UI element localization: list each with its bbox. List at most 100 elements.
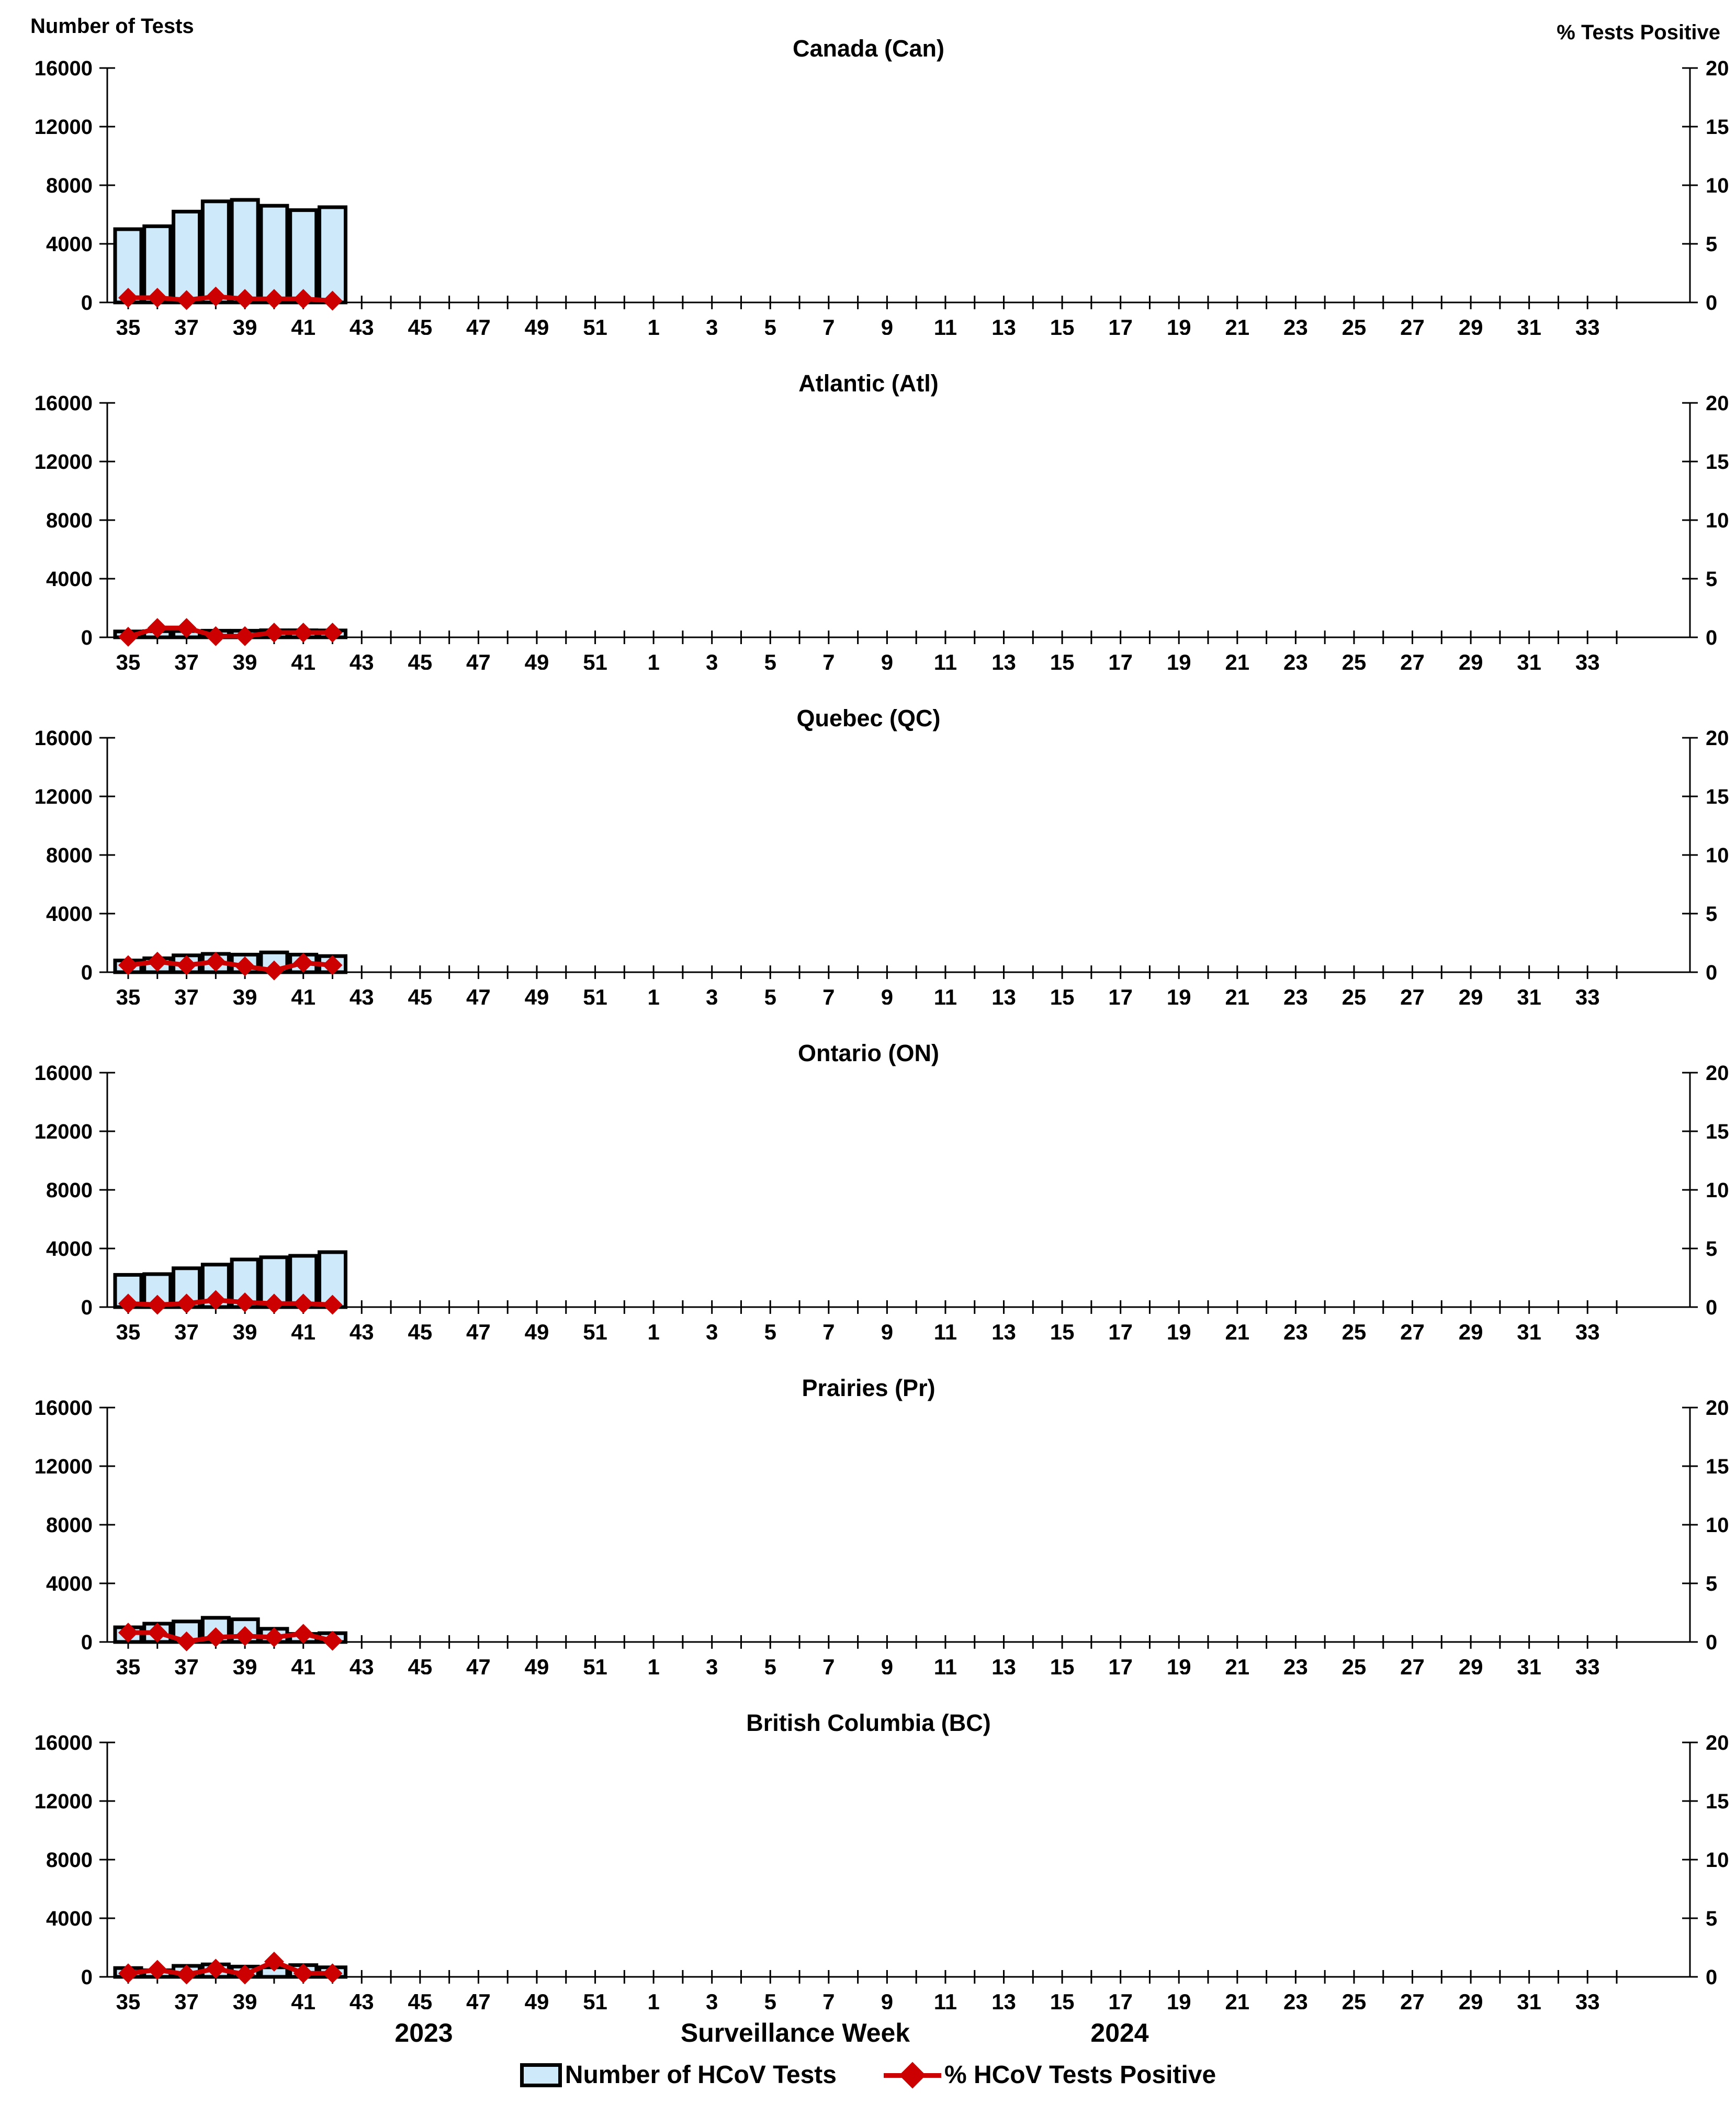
week-tick-label: 37	[174, 1655, 199, 1674]
diamond-week-42	[322, 1295, 343, 1315]
week-tick-label: 21	[1225, 1320, 1249, 1340]
week-tick-label: 15	[1050, 1655, 1075, 1674]
week-tick-label: 5	[764, 1989, 776, 2009]
right-tick-label: 5	[1706, 1572, 1717, 1595]
week-tick-label: 19	[1167, 315, 1191, 335]
diamond-week-39	[235, 1964, 255, 1985]
diamond-week-40	[264, 623, 284, 643]
left-tick-label: 16000	[35, 1397, 93, 1420]
week-tick-label: 33	[1575, 650, 1600, 670]
diamond-week-41	[293, 623, 313, 643]
week-tick-label: 49	[525, 315, 549, 335]
week-tick-label: 45	[408, 650, 432, 670]
week-tick-label: 1	[647, 985, 659, 1005]
year-2023-label: 2023	[394, 2018, 453, 2047]
week-tick-label: 1	[647, 1655, 659, 1674]
week-tick-label: 51	[583, 650, 607, 670]
legend: Number of HCoV Tests % HCoV Tests Positi…	[0, 2061, 1736, 2089]
left-tick-label: 8000	[46, 1179, 93, 1202]
week-tick-label: 51	[583, 1989, 607, 2009]
diamond-week-41	[293, 289, 313, 309]
week-tick-label: 41	[291, 985, 315, 1005]
week-tick-label: 39	[233, 1320, 257, 1340]
diamond-week-36	[147, 951, 167, 972]
week-tick-label: 33	[1575, 1989, 1600, 2009]
week-tick-label: 39	[233, 1655, 257, 1674]
diamond-week-36	[147, 618, 167, 638]
week-tick-label: 1	[647, 1320, 659, 1340]
diamond-week-36	[147, 1295, 167, 1315]
week-tick-label: 19	[1167, 1320, 1191, 1340]
diamond-week-35	[118, 955, 138, 975]
panel-title: British Columbia (BC)	[746, 1709, 991, 1736]
diamond-week-37	[176, 290, 197, 310]
diamond-week-37	[176, 955, 197, 975]
bars-number-of-tests	[113, 198, 347, 305]
diamond-week-38	[206, 1290, 226, 1310]
left-tick-label: 12000	[35, 451, 93, 474]
week-tick-label: 23	[1283, 650, 1308, 670]
week-tick-label: 41	[291, 1655, 315, 1674]
week-tick-label: 47	[466, 985, 491, 1005]
week-tick-label: 39	[233, 1989, 257, 2009]
right-tick-label: 20	[1706, 392, 1729, 415]
week-tick-label: 37	[174, 985, 199, 1005]
week-tick-label: 7	[822, 650, 835, 670]
week-tick-label: 45	[408, 315, 432, 335]
diamond-week-35	[118, 1963, 138, 1984]
right-tick-label: 15	[1706, 1790, 1729, 1813]
week-tick-label: 17	[1108, 1320, 1133, 1340]
right-tick-label: 0	[1706, 1631, 1717, 1654]
week-tick-label: 43	[350, 985, 374, 1005]
diamond-week-38	[206, 1959, 226, 1979]
right-tick-label: 10	[1706, 1179, 1729, 1202]
week-tick-label: 1	[647, 650, 659, 670]
week-tick-label: 9	[881, 985, 893, 1005]
week-tick-label: 29	[1459, 985, 1483, 1005]
diamond-week-42	[322, 290, 343, 311]
week-tick-label: 13	[991, 1320, 1016, 1340]
legend-item-positive: % HCoV Tests Positive	[883, 2061, 1216, 2089]
diamond-week-35	[118, 1293, 138, 1314]
week-tick-label: 49	[525, 1655, 549, 1674]
left-tick-label: 12000	[35, 1455, 93, 1478]
right-tick-label: 10	[1706, 509, 1729, 532]
week-tick-label: 3	[706, 1989, 718, 2009]
diamond-week-41	[293, 1293, 313, 1314]
week-tick-label: 27	[1400, 985, 1425, 1005]
week-tick-label: 7	[822, 1320, 835, 1340]
week-tick-label: 51	[583, 1655, 607, 1674]
diamond-week-38	[206, 626, 226, 646]
left-tick-label: 12000	[35, 785, 93, 808]
axes	[99, 1407, 1698, 1649]
week-tick-label: 31	[1517, 985, 1541, 1005]
week-tick-label: 21	[1225, 1989, 1249, 2009]
week-tick-label: 51	[583, 985, 607, 1005]
left-tick-label: 12000	[35, 116, 93, 139]
panel-british-columbia-bc: British Columbia (BC) 0 4000 8000 12000 16000…	[35, 1709, 1729, 2009]
axes	[99, 1072, 1698, 1314]
diamond-week-38	[206, 1627, 226, 1648]
week-tick-label: 9	[881, 1989, 893, 2009]
week-tick-label: 35	[116, 985, 141, 1005]
week-tick-label: 41	[291, 650, 315, 670]
week-tick-label: 21	[1225, 315, 1249, 335]
week-tick-label: 37	[174, 1320, 199, 1340]
panel-quebec-qc: Quebec (QC)04000800012000160000510152035…	[35, 705, 1729, 1005]
week-tick-label: 9	[881, 650, 893, 670]
week-tick-label: 37	[174, 1989, 199, 2009]
x-axis-footer: 2023 Surveillance Week 2024	[0, 2018, 1736, 2051]
week-tick-label: 31	[1517, 315, 1541, 335]
left-tick-label: 0	[81, 626, 93, 649]
week-tick-label: 3	[706, 315, 718, 335]
week-tick-label: 41	[291, 1320, 315, 1340]
diamond-week-39	[235, 1292, 255, 1313]
week-tick-label: 25	[1342, 315, 1367, 335]
diamond-week-40	[264, 1627, 284, 1648]
bar-swatch-icon	[520, 2063, 562, 2087]
week-tick-label: 45	[408, 1655, 432, 1674]
week-tick-label: 33	[1575, 985, 1600, 1005]
week-tick-label: 35	[116, 1655, 141, 1674]
week-tick-label: 39	[233, 315, 257, 335]
right-axis-title: % Tests Positive	[1557, 21, 1720, 44]
